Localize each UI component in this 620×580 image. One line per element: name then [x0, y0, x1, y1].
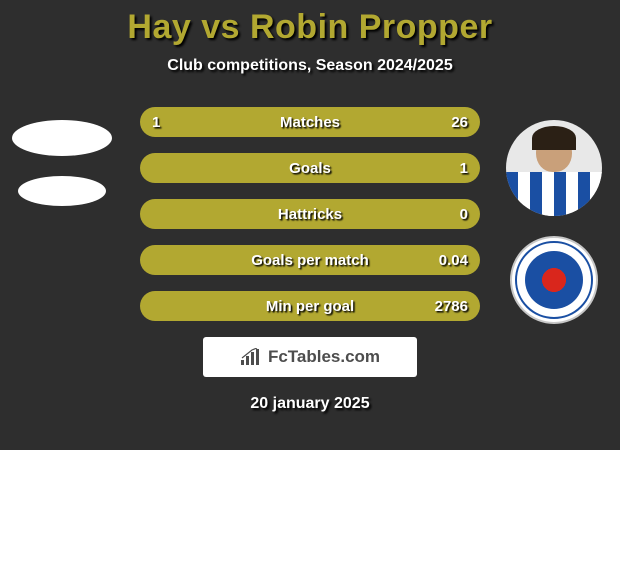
footer-date: 20 january 2025	[0, 395, 620, 413]
stat-label: Min per goal	[266, 298, 354, 315]
stat-row: Goals 1	[0, 153, 620, 183]
stat-right-value: 0.04	[439, 252, 468, 269]
stat-right-value: 0	[460, 206, 468, 223]
bars-icon	[240, 348, 262, 366]
stat-bar: Goals per match 0.04	[140, 245, 480, 275]
watermark-text: FcTables.com	[268, 347, 380, 367]
stat-row: Hattricks 0	[0, 199, 620, 229]
panel: Hay vs Robin Propper Club competitions, …	[0, 0, 620, 450]
page-title: Hay vs Robin Propper	[0, 8, 620, 47]
page-subtitle: Club competitions, Season 2024/2025	[0, 57, 620, 75]
stat-bar: Goals 1	[140, 153, 480, 183]
stat-row: Goals per match 0.04	[0, 245, 620, 275]
stat-label: Goals	[289, 160, 331, 177]
stat-bar-wrap: Goals per match 0.04	[140, 245, 480, 275]
comparison-card: Hay vs Robin Propper Club competitions, …	[0, 0, 620, 580]
stat-bar: Matches 1 26	[140, 107, 480, 137]
stats-container: Matches 1 26 Goals 1 Hattricks 0 Goals per matc…	[0, 107, 620, 321]
stat-label: Hattricks	[278, 206, 342, 223]
stat-right-value: 26	[451, 114, 468, 131]
stat-bar: Min per goal 2786	[140, 291, 480, 321]
watermark: FcTables.com	[203, 337, 417, 377]
stat-label: Matches	[280, 114, 340, 131]
stat-right-value: 2786	[435, 298, 468, 315]
stat-bar-wrap: Min per goal 2786	[140, 291, 480, 321]
stat-right-value: 1	[460, 160, 468, 177]
stat-left-value: 1	[152, 114, 160, 131]
stat-bar-wrap: Hattricks 0	[140, 199, 480, 229]
stat-row: Min per goal 2786	[0, 291, 620, 321]
stat-label: Goals per match	[251, 252, 369, 269]
stat-bar-wrap: Matches 1 26	[140, 107, 480, 137]
stat-row: Matches 1 26	[0, 107, 620, 137]
stat-bar: Hattricks 0	[140, 199, 480, 229]
stat-bar-wrap: Goals 1	[140, 153, 480, 183]
